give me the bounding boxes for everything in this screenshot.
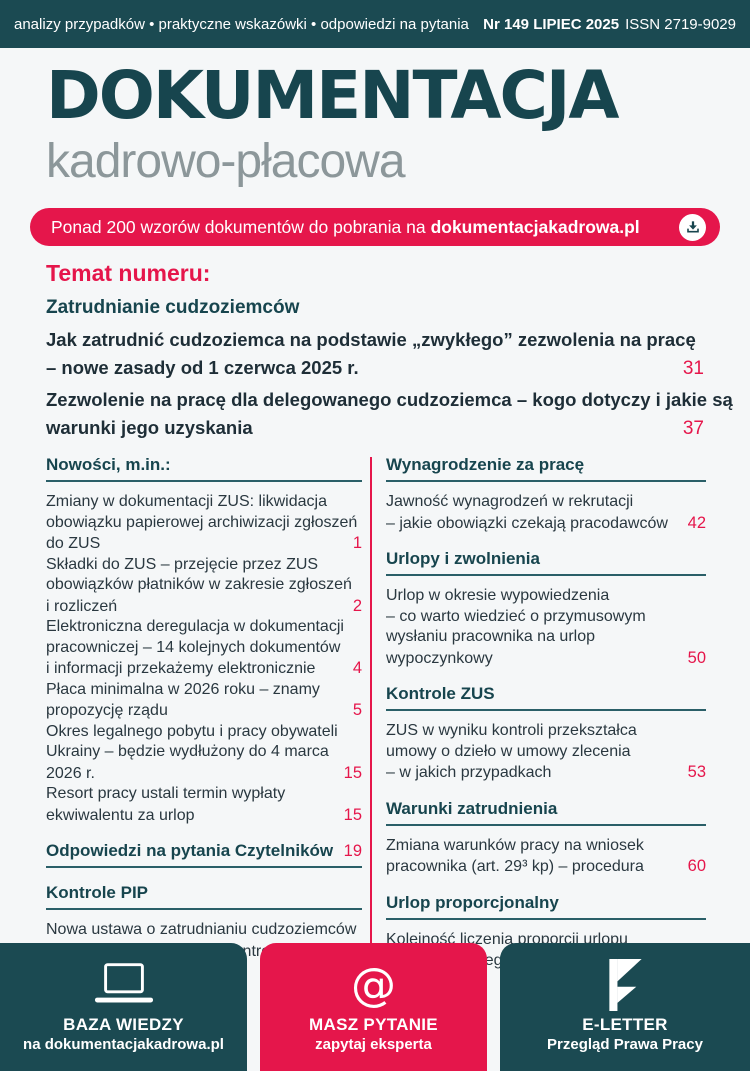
issn: ISSN 2719-9029 [625,15,736,33]
column-divider [370,457,372,972]
page-number: 37 [682,418,704,439]
page-number: 15 [343,805,362,824]
toc-item[interactable]: Resort pracy ustali termin wypłaty ekwiw… [46,785,362,824]
issue-number: Nr 149 LIPIEC 2025 ISSN 2719-9029 [483,16,736,33]
footer-box-title: E-LETTER [582,1015,668,1034]
footer-box-subtitle: na dokumentacjakadrowa.pl [23,1036,224,1053]
download-banner-text: Ponad 200 wzorów dokumentów do pobrania … [51,216,640,237]
page-number: 50 [687,648,706,667]
toc-section-header: Kontrole ZUS [386,684,706,711]
page-number: 4 [352,659,362,677]
toc-item[interactable]: Zmiany w dokumentacji ZUS: likwidacja ob… [46,493,362,552]
footer-box-masz-pytanie[interactable]: @ MASZ PYTANIE zapytaj eksperta [260,943,487,1071]
footer: BAZA WIEDZY na dokumentacjakadrowa.pl @ … [0,943,750,1071]
footer-box-e-letter[interactable]: E-LETTER Przegląd Prawa Pracy [500,943,750,1071]
toc-section-warunki: Warunki zatrudnienia Zmiana warunków pra… [386,799,706,878]
toc-item[interactable]: Elektroniczna deregulacja w dokumentacji… [46,618,362,677]
toc-item[interactable]: Jawność wynagrodzeń w rekrutacji – jakie… [386,493,706,532]
at-icon: @ [351,958,396,1011]
toc-item[interactable]: Płaca minimalna w 2026 roku – znamy prop… [46,680,362,720]
tagline: analizy przypadków • praktyczne wskazówk… [14,15,469,33]
e-letter-logo-icon [608,955,642,1015]
footer-box-subtitle: Przegląd Prawa Pracy [547,1036,703,1053]
toc-left-column: Nowości, m.in.: Zmiany w dokumentacji ZU… [46,455,362,972]
featured-section-header: Zatrudnianie cudzoziemców [46,297,300,318]
toc-item[interactable]: Składki do ZUS – przejęcie przez ZUS obo… [46,555,362,615]
download-icon[interactable] [679,213,706,241]
issue-number-bold: Nr 149 LIPIEC 2025 [483,15,620,33]
featured-toc-item[interactable]: Zezwolenie na pracę dla delegowanego cud… [46,386,733,443]
footer-box-title: MASZ PYTANIE [309,1015,438,1034]
toc-section-header[interactable]: Odpowiedzi na pytania Czytelników 19 [46,841,362,868]
toc-item[interactable]: Zmiana warunków pracy na wniosek pracown… [386,836,706,876]
featured-heading: Temat numeru: [46,260,211,286]
footer-box-title: BAZA WIEDZY [63,1015,184,1034]
page-number: 31 [682,358,704,379]
magazine-subtitle: kadrowo-płacowa [46,135,406,188]
magazine-title: DOKUMENTACJA [46,57,620,134]
table-of-contents: Nowości, m.in.: Zmiany w dokumentacji ZU… [46,455,706,972]
featured-topics: Temat numeru: Zatrudnianie cudzoziemców … [46,260,733,443]
masthead: DOKUMENTACJA kadrowo-płacowa [0,48,750,188]
toc-right-column: Wynagrodzenie za pracę Jawność wynagrodz… [386,455,706,972]
footer-box-subtitle: zapytaj eksperta [315,1036,432,1053]
toc-section-header: Kontrole PIP [46,883,362,910]
toc-section-header: Wynagrodzenie za pracę [386,455,706,482]
toc-section-kontrole-zus: Kontrole ZUS ZUS w wyniku kontroli przek… [386,684,706,784]
download-banner-site: dokumentacjakadrowa.pl [430,216,640,237]
featured-toc-item[interactable]: Jak zatrudnić cudzoziemca na podstawie „… [46,326,704,383]
footer-box-baza-wiedzy[interactable]: BAZA WIEDZY na dokumentacjakadrowa.pl [0,943,247,1071]
toc-section-odpowiedzi: Odpowiedzi na pytania Czytelników 19 [46,841,362,868]
toc-section-header: Nowości, m.in.: [46,455,362,482]
download-banner[interactable]: Ponad 200 wzorów dokumentów do pobrania … [30,208,720,246]
toc-section-header: Urlop proporcjonalny [386,893,706,920]
toc-section-nowosci: Nowości, m.in.: Zmiany w dokumentacji ZU… [46,455,362,826]
page-number: 19 [343,842,362,860]
page-number: 60 [687,857,706,875]
toc-section-wynagrodzenie: Wynagrodzenie za pracę Jawność wynagrodz… [386,455,706,534]
toc-item[interactable]: ZUS w wyniku kontroli przekształca umowy… [386,722,706,781]
page-number: 42 [687,513,706,532]
laptop-icon [93,955,155,1015]
page-number: 5 [352,701,362,719]
toc-section-header: Urlopy i zwolnienia [386,549,706,576]
page-number: 15 [343,763,362,782]
issue-info-bar: analizy przypadków • praktyczne wskazówk… [0,0,750,48]
page-number: 2 [352,596,362,615]
page-number: 1 [352,534,362,552]
toc-section-urlopy: Urlopy i zwolnienia Urlop w okresie wypo… [386,549,706,669]
toc-item[interactable]: Okres legalnego pobytu i pracy obywateli… [46,722,362,782]
toc-section-header: Warunki zatrudnienia [386,799,706,826]
page-number: 53 [687,763,706,781]
toc-item[interactable]: Urlop w okresie wypowiedzenia – co warto… [386,587,706,667]
